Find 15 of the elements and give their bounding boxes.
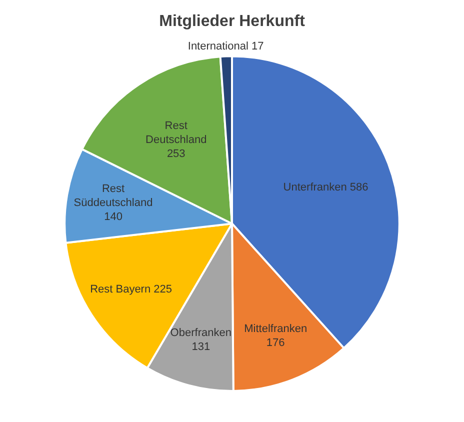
slice-label: Oberfranken bbox=[170, 327, 232, 340]
chart-title: Mitglieder Herkunft bbox=[159, 13, 306, 30]
data-label: 253 bbox=[166, 148, 186, 160]
data-label: 17 bbox=[251, 40, 264, 52]
slice-label: Rest Bayern bbox=[90, 283, 151, 296]
slice-label: Rest Süddeutschland bbox=[74, 182, 153, 209]
slice-label: Mittelfranken bbox=[244, 323, 308, 335]
slice-label: International bbox=[188, 40, 248, 52]
data-label: 586 bbox=[350, 182, 368, 194]
slice-label: Rest Deutschland bbox=[146, 120, 207, 146]
data-label: 176 bbox=[266, 337, 285, 349]
data-label: 140 bbox=[104, 210, 122, 223]
data-label: 225 bbox=[154, 283, 172, 296]
slice-label: Unterfranken bbox=[283, 182, 347, 194]
data-label: 131 bbox=[192, 341, 210, 354]
